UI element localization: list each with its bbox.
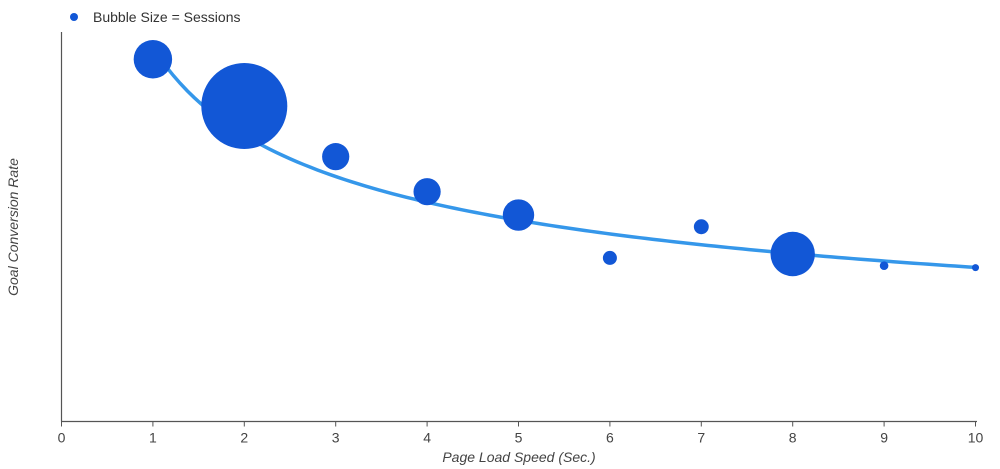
x-tick-labels: 0 1 2 3 4 5 6 7 8 9 10 xyxy=(58,430,984,446)
x-tick-label: 5 xyxy=(515,430,523,446)
x-tick-label: 4 xyxy=(423,430,431,446)
bubble-8 xyxy=(770,231,815,277)
legend-marker xyxy=(70,13,78,21)
bubble-2 xyxy=(201,63,288,149)
x-tick-marks xyxy=(61,421,976,427)
bubble-5 xyxy=(502,199,535,231)
x-tick-label: 3 xyxy=(332,430,340,446)
x-tick-label: 10 xyxy=(968,430,984,446)
bubble-10 xyxy=(971,264,980,272)
x-tick-label: 6 xyxy=(606,430,614,446)
bubble-7 xyxy=(693,219,709,235)
bubble-9 xyxy=(879,261,889,271)
bubble-3 xyxy=(322,143,350,171)
y-axis-title: Goal Conversion Rate xyxy=(5,158,21,296)
x-tick-label: 8 xyxy=(789,430,797,446)
trendline xyxy=(151,45,978,270)
legend-label: Bubble Size = Sessions xyxy=(93,9,240,25)
bubble-6 xyxy=(602,250,617,265)
x-tick-label: 1 xyxy=(149,430,157,446)
x-tick-label: 2 xyxy=(240,430,248,446)
x-axis-title: Page Load Speed (Sec.) xyxy=(442,449,595,465)
legend: Bubble Size = Sessions xyxy=(70,9,240,25)
bubbles xyxy=(133,40,980,277)
bubble-4 xyxy=(413,178,441,206)
bubble-1 xyxy=(133,40,173,79)
x-tick-label: 7 xyxy=(697,430,705,446)
x-tick-label: 9 xyxy=(880,430,888,446)
x-tick-label: 0 xyxy=(58,430,66,446)
